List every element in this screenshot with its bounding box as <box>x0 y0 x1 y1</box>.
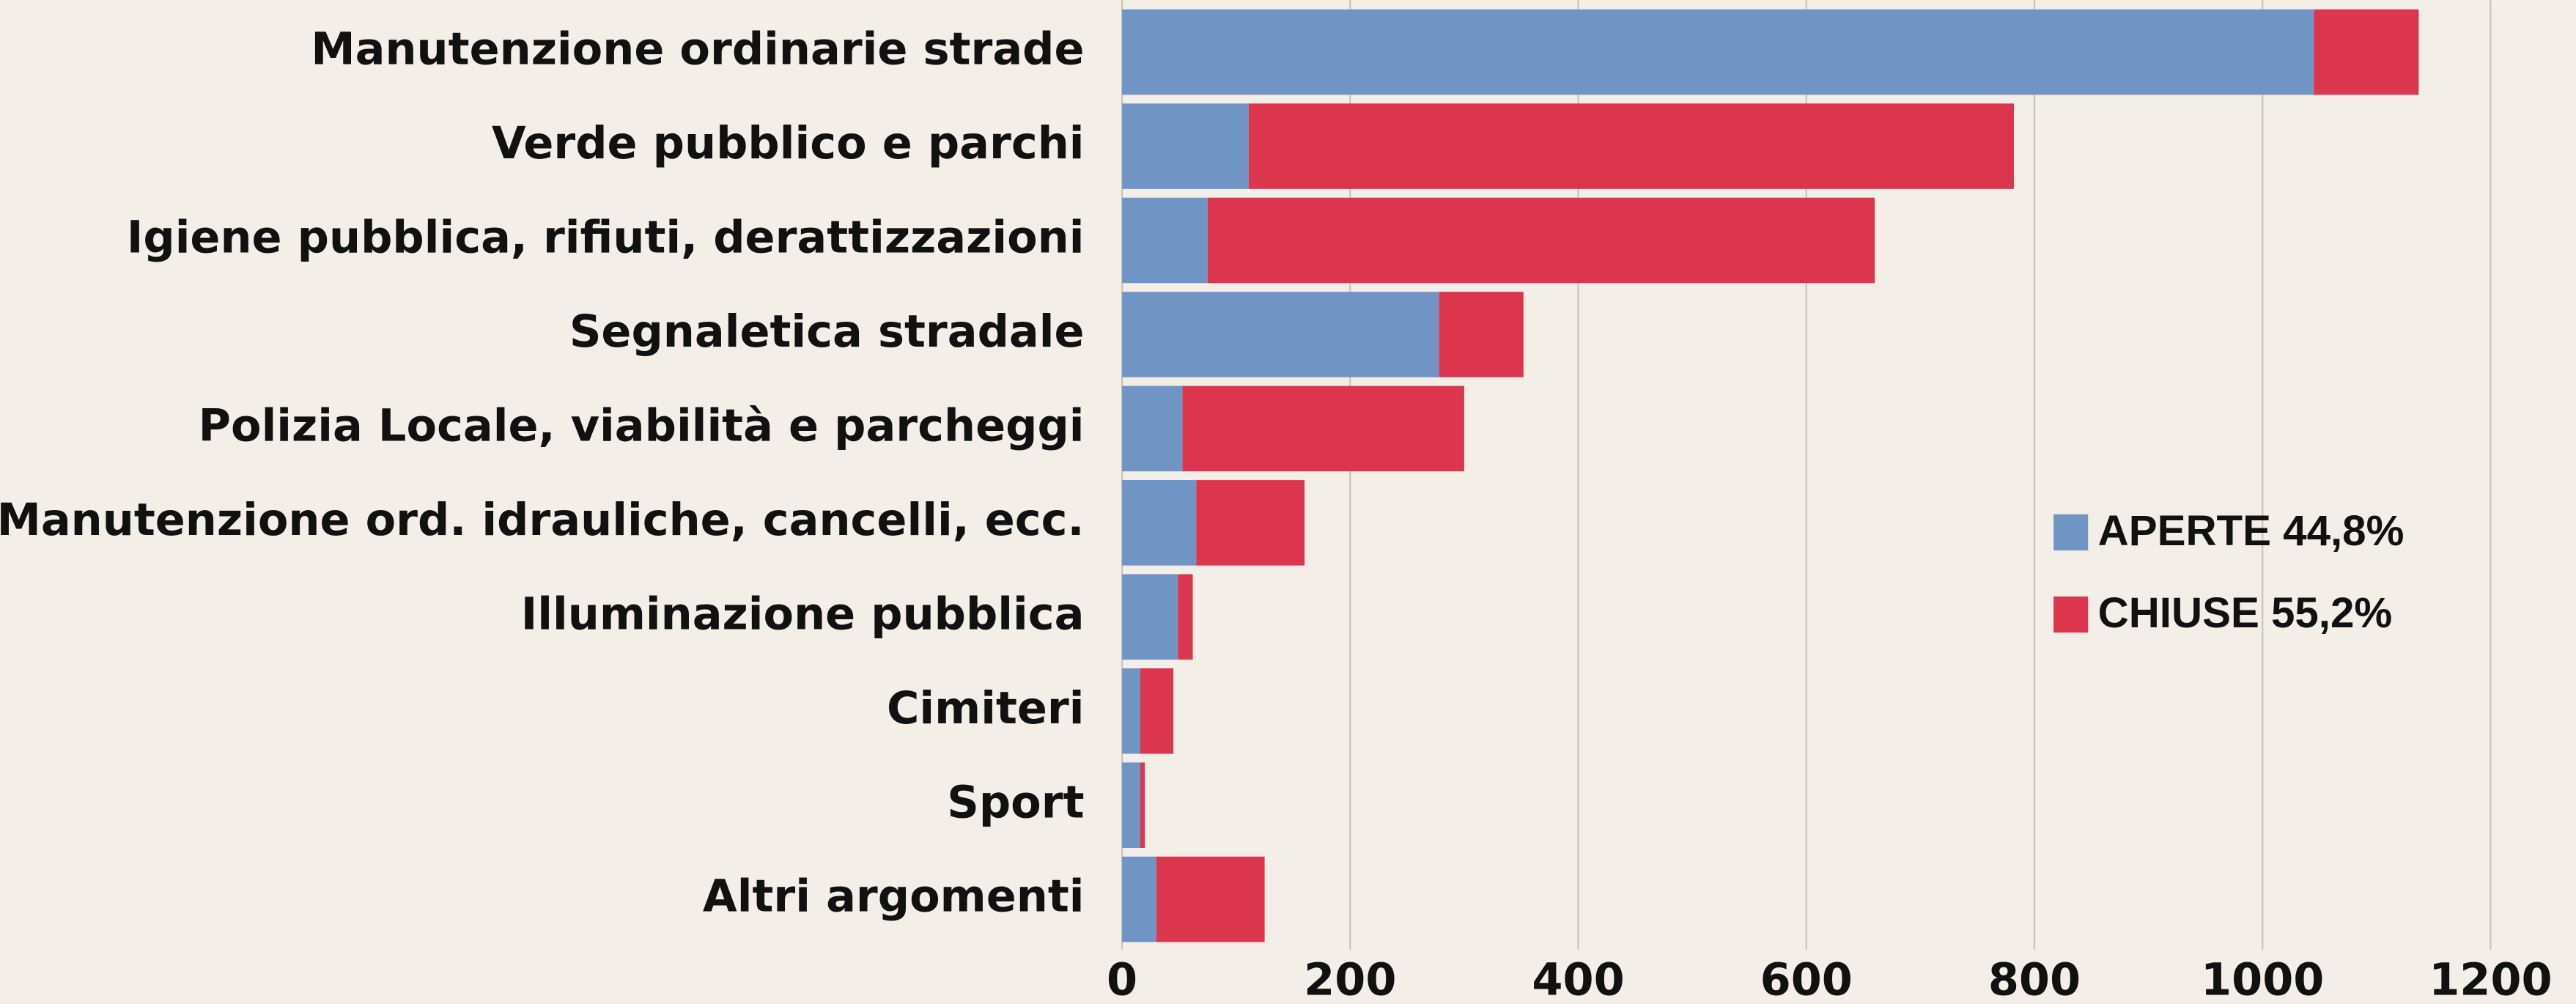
bar-segment <box>1122 856 1156 942</box>
bar-segment <box>1122 762 1140 848</box>
bar-segment <box>1122 385 1183 472</box>
y-tick-label: Altri argomenti <box>703 871 1085 923</box>
y-tick-label: Igiene pubblica, rifiuti, derattizzazion… <box>127 213 1085 264</box>
bar-segment <box>1122 9 2314 95</box>
bar-segment <box>1140 762 1145 848</box>
legend-label: CHIUSE 55,2% <box>2098 589 2393 637</box>
y-tick-label: Illuminazione pubblica <box>521 588 1085 640</box>
y-tick-label: Segnaletica stradale <box>569 306 1085 358</box>
bar-segment <box>1439 292 1524 377</box>
x-tick-label: 600 <box>1760 954 1853 1004</box>
bar-segment <box>1122 292 1439 377</box>
bar-segment <box>1182 385 1464 472</box>
bar-segment <box>2314 9 2419 95</box>
bar-segment <box>1122 103 1249 189</box>
y-tick-label: Cimiteri <box>887 683 1085 734</box>
x-tick-label: 1200 <box>2429 954 2552 1004</box>
bar-segment <box>1122 480 1197 566</box>
bar-segment <box>1122 574 1178 660</box>
x-tick-label: 1000 <box>2201 954 2324 1004</box>
legend-label: APERTE 44,8% <box>2098 507 2405 555</box>
x-tick-label: 400 <box>1532 954 1624 1004</box>
bar-segment <box>1122 197 1208 284</box>
bar-segment <box>1178 574 1193 660</box>
y-tick-label: Manutenzione ordinarie strade <box>311 24 1084 75</box>
bar-segment <box>1122 668 1140 754</box>
y-tick-label: Verde pubblico e parchi <box>492 118 1085 169</box>
legend-swatch <box>2053 596 2089 633</box>
bar-segment <box>1140 668 1174 754</box>
y-tick-label: Polizia Locale, viabilità e parcheggi <box>199 401 1085 452</box>
x-tick-label: 200 <box>1304 954 1396 1004</box>
bar-segment <box>1248 103 2014 189</box>
y-tick-label: Manutenzione ord. idrauliche, cancelli, … <box>0 495 1085 546</box>
x-tick-label: 0 <box>1107 954 1137 1004</box>
legend-swatch <box>2053 514 2089 551</box>
bar-segment <box>1156 856 1265 942</box>
x-tick-label: 800 <box>1988 954 2081 1004</box>
y-tick-label: Sport <box>947 777 1084 828</box>
bar-segment <box>1196 480 1305 566</box>
bar-segment <box>1207 197 1875 284</box>
